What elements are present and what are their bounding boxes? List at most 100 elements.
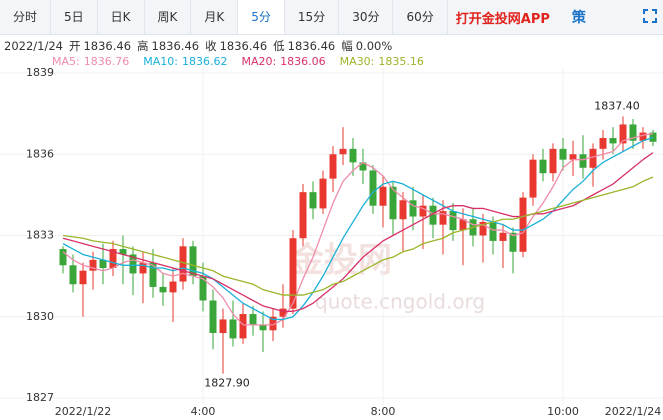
candle-body <box>179 246 187 282</box>
candle-body <box>299 192 307 239</box>
candle-body <box>519 197 527 252</box>
candle-body <box>409 200 417 217</box>
candle-body <box>419 205 427 217</box>
low-annotation: 1827.90 <box>204 377 250 390</box>
info-label: 幅 <box>341 39 353 53</box>
candle-body <box>69 265 77 285</box>
candle-body <box>109 249 117 268</box>
candle-body <box>289 238 297 309</box>
x-tick-label: 8:00 <box>371 405 396 418</box>
candle-body <box>559 148 567 160</box>
fullscreen-button[interactable] <box>643 9 657 23</box>
tab[interactable]: 15分 <box>285 0 340 34</box>
info-label: 收 <box>205 39 217 53</box>
info-label: 开 <box>68 39 81 53</box>
candle-body <box>529 159 537 198</box>
legend-name: MA30: <box>340 55 375 68</box>
ma-line <box>62 176 654 296</box>
candle-body <box>119 249 127 255</box>
legend-value: 1836.62 <box>182 55 228 68</box>
tab[interactable]: 5日 <box>51 0 98 34</box>
tab[interactable]: 30分 <box>339 0 394 34</box>
info-label: 高 <box>137 39 149 53</box>
tab[interactable]: 日K <box>98 0 145 34</box>
info-value: 1836.46 <box>151 39 200 53</box>
y-tick-label: 1836 <box>26 147 54 160</box>
candle-body <box>309 192 317 209</box>
y-tick-label: 1839 <box>26 66 54 79</box>
candle-body <box>389 186 397 220</box>
info-date: 2022/1/24 <box>4 39 63 53</box>
candle-body <box>259 324 267 331</box>
legend-name: MA20: <box>241 55 276 68</box>
x-tick-label: 2022/1/24 <box>605 405 661 418</box>
candle-body <box>199 276 207 301</box>
app-link[interactable]: 打开金投网APP <box>455 11 550 27</box>
candle-body <box>439 211 447 225</box>
y-tick-label: 1833 <box>26 229 54 242</box>
candle-body <box>459 219 467 231</box>
candle-body <box>239 314 247 339</box>
candle-body <box>619 124 627 144</box>
candle-body <box>359 162 367 171</box>
watermark-url: quote.cngold.org <box>315 290 485 314</box>
candle-body <box>349 148 357 163</box>
candle-body <box>549 148 557 174</box>
tab[interactable]: 5分 <box>238 0 285 34</box>
candle-body <box>209 300 217 333</box>
info-value: 1836.46 <box>83 39 132 53</box>
candle-body <box>319 178 327 209</box>
candle-body <box>99 259 107 268</box>
tab[interactable]: 60分 <box>393 0 448 34</box>
candle-body <box>629 124 637 141</box>
ma-line <box>62 136 654 321</box>
candle-body <box>169 281 177 293</box>
tab[interactable]: 分时 <box>0 0 52 34</box>
legend-value: 1835.16 <box>378 55 424 68</box>
tab-bar: 分时 5日 日K 周K 月K 5分 15分 30分 60分 打开金投网APP 策 <box>0 0 663 35</box>
candle-body <box>379 186 387 206</box>
candle-body <box>139 262 147 274</box>
candle-body <box>399 200 407 220</box>
candle-body <box>149 262 157 287</box>
candle-body <box>279 308 287 317</box>
info-value: 1836.46 <box>219 39 268 53</box>
legend-name: MA10: <box>143 55 178 68</box>
y-tick-label: 1830 <box>26 310 54 323</box>
candle-body <box>569 154 577 160</box>
candle-body <box>479 221 487 236</box>
candle-body <box>429 205 437 225</box>
candle-body <box>219 319 227 333</box>
tab[interactable]: 月K <box>191 0 239 34</box>
candle-body <box>589 148 597 168</box>
info-label: 低 <box>273 39 285 53</box>
y-tick-label: 1827 <box>26 391 54 404</box>
candle-body <box>449 211 457 231</box>
candle-body <box>639 132 647 141</box>
candle-body <box>129 254 137 274</box>
candle-body <box>369 170 377 206</box>
candle-body <box>329 154 337 179</box>
candle-body <box>539 159 547 174</box>
candle-body <box>159 286 167 293</box>
candle-body <box>489 221 497 241</box>
high-annotation: 1837.40 <box>594 99 640 112</box>
candle-body <box>89 259 97 271</box>
candle-body <box>499 232 507 241</box>
candle-body <box>269 316 277 331</box>
x-tick-label: 10:00 <box>547 405 579 418</box>
candle-body <box>579 154 587 168</box>
legend-name: MA5: <box>52 55 80 68</box>
candle-body <box>609 138 617 144</box>
tab[interactable]: 周K <box>145 0 192 34</box>
candle-body <box>509 232 517 252</box>
candle-body <box>59 249 67 266</box>
candle-body <box>339 148 347 155</box>
strategy-button[interactable]: 策 <box>571 10 586 26</box>
candle-body <box>649 132 657 142</box>
candle-body <box>599 138 607 149</box>
candle-body <box>189 246 197 277</box>
legend-value: 1836.76 <box>84 55 130 68</box>
